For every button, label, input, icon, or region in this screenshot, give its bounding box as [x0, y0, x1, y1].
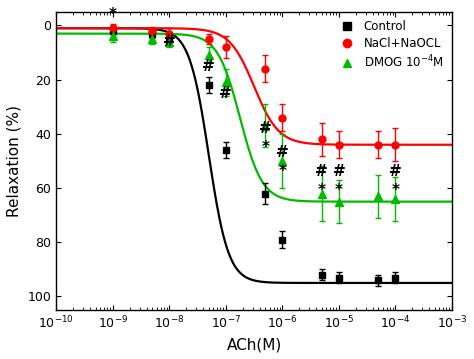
Text: *: * — [318, 183, 326, 198]
Text: *: * — [335, 183, 343, 198]
Text: #: # — [389, 164, 402, 180]
Text: #: # — [332, 164, 345, 180]
Text: #: # — [259, 121, 272, 136]
Text: *: * — [392, 183, 400, 198]
Text: *: * — [261, 140, 269, 155]
Text: #: # — [202, 59, 215, 74]
Y-axis label: Relaxation (%): Relaxation (%) — [7, 105, 22, 217]
Text: #: # — [163, 34, 176, 49]
Text: *: * — [109, 7, 117, 22]
Text: #: # — [276, 145, 289, 160]
Legend: Control, NaCl+NaOCL, DMOG 10$^{-4}$M: Control, NaCl+NaOCL, DMOG 10$^{-4}$M — [333, 18, 446, 72]
Text: #: # — [316, 164, 328, 180]
X-axis label: ACh(M): ACh(M) — [227, 337, 282, 352]
Text: *: * — [278, 164, 286, 180]
Text: #: # — [219, 86, 232, 101]
